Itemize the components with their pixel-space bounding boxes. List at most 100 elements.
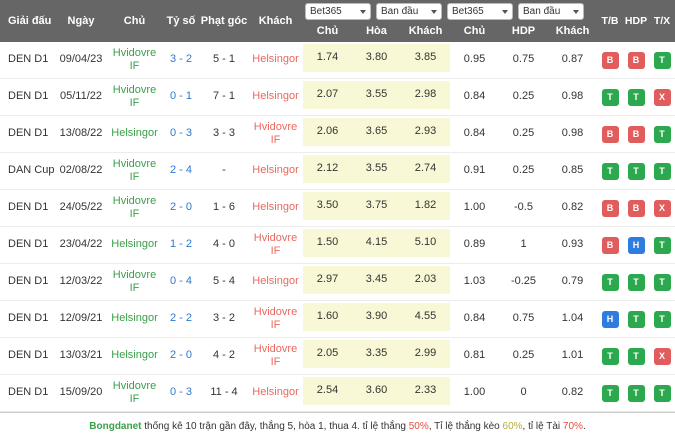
odds1x2-time-select[interactable]: Ban đầu <box>376 3 442 20</box>
odds-value: 3.75 <box>352 190 401 226</box>
result-badge-cell: T <box>623 79 649 115</box>
result-badge: X <box>653 88 671 106</box>
subcolumn-hdp-line: HDP <box>511 25 536 37</box>
league-cell: DAN Cup <box>8 164 55 177</box>
result-badge-cell: B <box>597 116 623 152</box>
away-team: Hvidovre IF <box>253 342 298 368</box>
result-badge-cell: B <box>623 190 649 226</box>
odds-value: 2.98 <box>401 79 450 115</box>
result-badge: T <box>601 88 619 106</box>
date-cell: 09/04/23 <box>59 53 103 66</box>
select-value: Ban đầu <box>523 6 561 17</box>
result-badge-cell: T <box>623 264 649 300</box>
handicap-value: 0 <box>520 386 527 399</box>
handicap-win-percentage: 60% <box>502 421 523 432</box>
corner-score: 1 - 6 <box>212 201 235 214</box>
odds-value: 2.74 <box>401 153 450 189</box>
handicap-time-select[interactable]: Ban đầu <box>518 3 584 20</box>
table-row: DEN D1 24/05/22 Hvidovre IF 2 - 0 1 - 6 Helsi… <box>0 190 675 227</box>
score-link[interactable]: 2 - 2 <box>169 312 192 325</box>
corner-score: 5 - 4 <box>212 275 235 288</box>
handicap-value: 1 <box>520 238 527 251</box>
handicap-value: 0.25 <box>512 164 535 177</box>
handicap-value: 0.95 <box>463 53 486 66</box>
away-team: Helsingor <box>252 90 299 103</box>
result-badge: T <box>627 88 645 106</box>
handicap-value: 0.84 <box>463 90 486 103</box>
handicap-value: 0.89 <box>463 238 486 251</box>
score-link[interactable]: 2 - 0 <box>169 201 192 214</box>
result-badge: H <box>601 310 619 328</box>
odds-value: 3.90 <box>352 301 401 337</box>
corner-score: 5 - 1 <box>212 53 235 66</box>
odds-subheaders: Chủ Hòa Khách Chủ HDP Khách <box>303 25 597 37</box>
league-cell: DEN D1 <box>8 90 49 103</box>
away-team: Hvidovre IF <box>253 231 298 257</box>
handicap-bookmaker-select[interactable]: Bet365 <box>447 3 513 20</box>
chevron-down-icon <box>360 9 366 14</box>
table-header: Giải đấu Ngày Chủ Tỷ số Phạt góc Khách T… <box>0 0 675 42</box>
corner-score: 3 - 3 <box>212 127 235 140</box>
result-badge-cell: T <box>649 264 675 300</box>
odds-value: 2.06 <box>303 116 352 152</box>
date-cell: 13/03/21 <box>59 349 103 362</box>
table-row: DEN D1 12/03/22 Hvidovre IF 0 - 4 5 - 4 Helsi… <box>0 264 675 301</box>
result-badge-cell: H <box>597 301 623 337</box>
away-team: Hvidovre IF <box>253 305 298 331</box>
handicap-value: -0.5 <box>514 201 533 214</box>
away-team: Helsingor <box>252 53 299 66</box>
win-percentage: 50% <box>408 421 429 432</box>
footer-text: , Tỉ lệ thắng kèo <box>428 421 503 432</box>
league-cell: DEN D1 <box>8 349 49 362</box>
handicap-value: 0.79 <box>561 275 584 288</box>
odds1x2-bookmaker-select[interactable]: Bet365 <box>305 3 371 20</box>
score-link[interactable]: 0 - 3 <box>169 127 192 140</box>
date-cell: 05/11/22 <box>59 90 102 103</box>
table-row: DEN D1 15/09/20 Hvidovre IF 0 - 3 11 - 4 Hels… <box>0 375 675 412</box>
home-team: Helsingor <box>111 312 158 325</box>
result-badge-cell: H <box>623 227 649 263</box>
away-team: Helsingor <box>252 201 299 214</box>
odds-value: 3.35 <box>352 338 401 374</box>
score-link[interactable]: 2 - 0 <box>169 349 192 362</box>
score-link[interactable]: 1 - 2 <box>169 238 192 251</box>
odds-value: 2.93 <box>401 116 450 152</box>
result-badge-cell: T <box>597 338 623 374</box>
home-team: Helsingor <box>111 127 158 140</box>
result-badge-cell: B <box>623 116 649 152</box>
result-badge: X <box>653 347 671 365</box>
result-badge: B <box>627 51 645 69</box>
result-badge: T <box>627 162 645 180</box>
column-header-away: Khách <box>258 15 293 27</box>
score-link[interactable]: 3 - 2 <box>169 53 192 66</box>
table-row: DEN D1 13/08/22 Helsingor 0 - 3 3 - 3 Hvidovr… <box>0 116 675 153</box>
date-cell: 13/08/22 <box>59 127 103 140</box>
chevron-down-icon <box>431 9 437 14</box>
result-badge-cell: T <box>623 338 649 374</box>
score-link[interactable]: 2 - 4 <box>169 164 192 177</box>
score-link[interactable]: 0 - 4 <box>169 275 192 288</box>
score-link[interactable]: 0 - 3 <box>169 386 192 399</box>
handicap-value: 0.93 <box>561 238 584 251</box>
odds-value: 4.55 <box>401 301 450 337</box>
result-badge-cell: B <box>597 42 623 78</box>
result-badge: B <box>601 125 619 143</box>
handicap-value: 0.87 <box>561 53 584 66</box>
score-link[interactable]: 0 - 1 <box>169 90 192 103</box>
result-badge-cell: T <box>649 42 675 78</box>
select-value: Bet365 <box>310 6 342 17</box>
result-badge: B <box>601 51 619 69</box>
result-badge-cell: T <box>623 375 649 411</box>
odds-value: 2.33 <box>401 375 450 411</box>
corner-score: 11 - 4 <box>210 386 238 399</box>
result-badge-cell: T <box>649 153 675 189</box>
result-badge: B <box>601 236 619 254</box>
result-badge: B <box>627 125 645 143</box>
odds-value: 2.12 <box>303 153 352 189</box>
home-team: Helsingor <box>111 349 158 362</box>
result-badge: T <box>627 273 645 291</box>
result-badge: X <box>653 199 671 217</box>
away-team: Helsingor <box>252 164 299 177</box>
league-cell: DEN D1 <box>8 275 49 288</box>
result-badge-cell: X <box>649 79 675 115</box>
